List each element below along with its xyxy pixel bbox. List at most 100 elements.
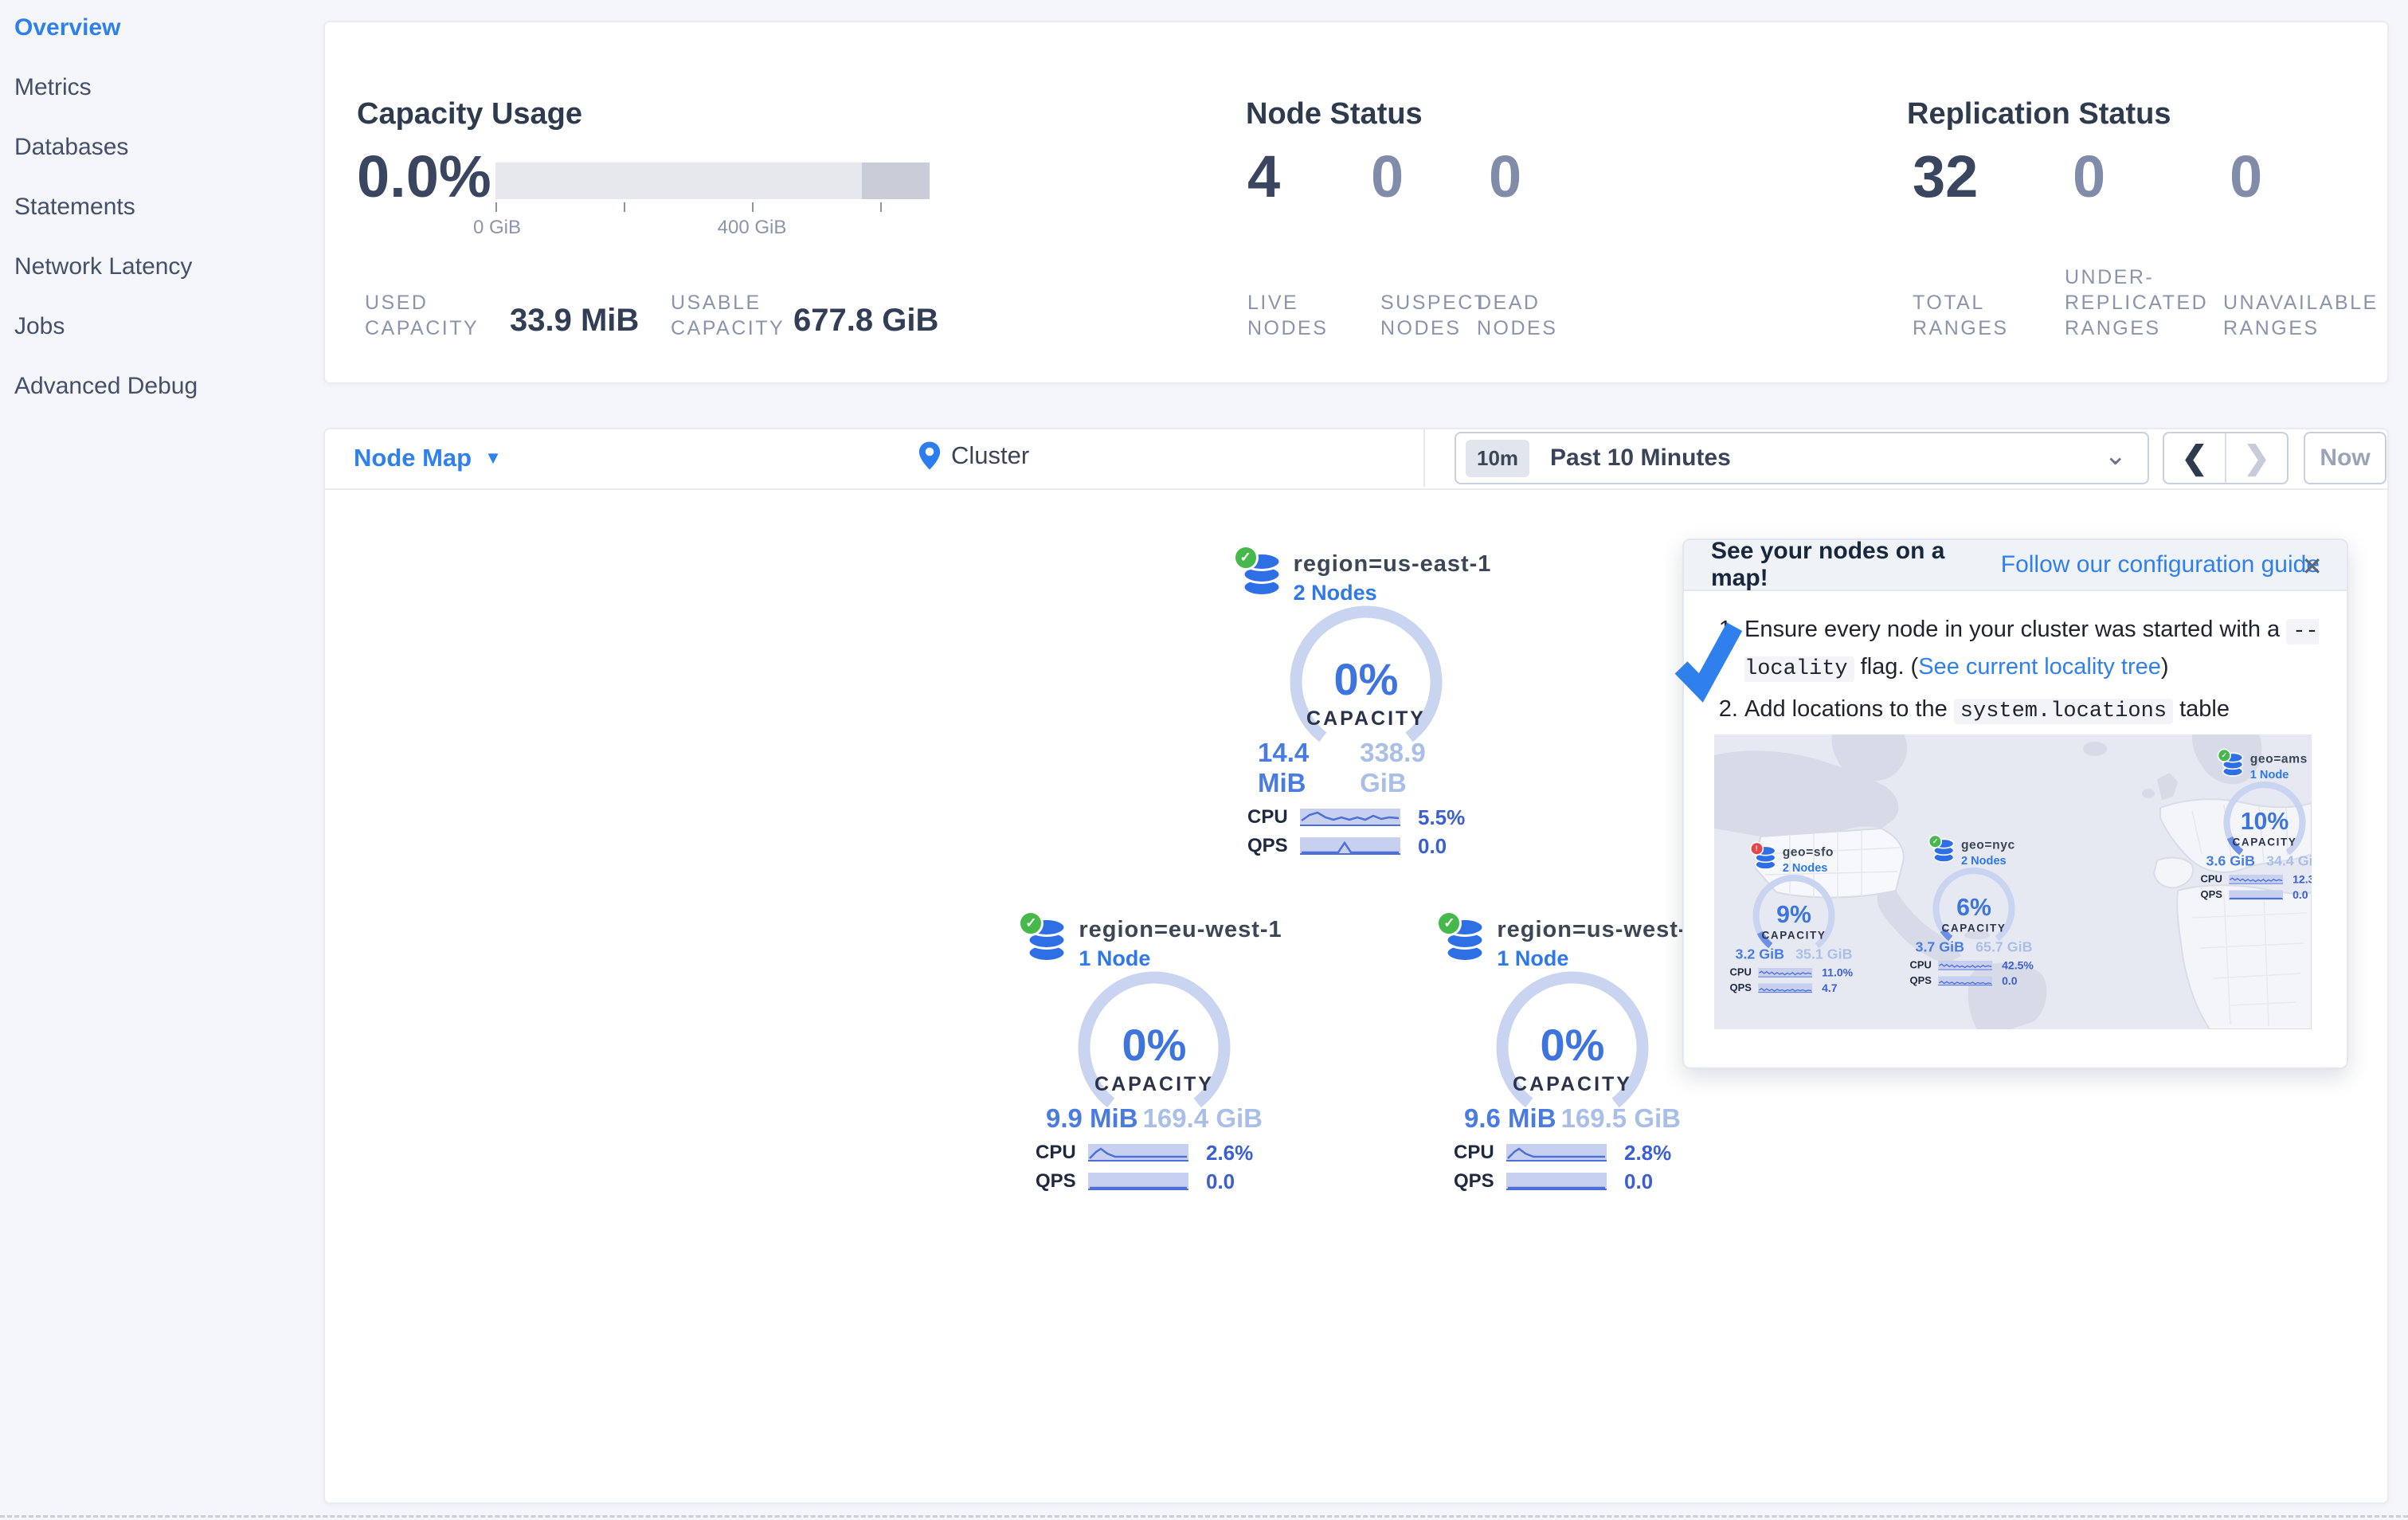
capacity-gauge-block: 9% CAPACITY [1729,874,1858,958]
under-replicated-count: 0 [2073,143,2106,210]
locality-tree-link[interactable]: See current locality tree [1918,654,2161,680]
capacity-tick-label: 400 GiB [717,217,787,238]
node-region-card-eu-west-1[interactable]: ✓ region=eu-west-1 1 Node 0% CAPACITY 9.9 MiB… [1018,911,1282,1193]
capacity-percent: 10% [2240,807,2289,835]
status-ok-icon: ✓ [1436,911,1462,936]
step-text: Add locations to the [1744,696,1954,722]
region-marker: ✓ region=us-west-1 1 Node [1436,911,1700,970]
cpu-metric-row: CPU 5.5% [1247,805,1486,829]
total-capacity-value: 65.7 GiB [1975,938,2033,955]
total-capacity-value: 34.4 GiB [2266,852,2312,869]
now-button[interactable]: Now [2304,432,2386,484]
cpu-label: CPU [1454,1142,1494,1163]
sidebar-item-databases[interactable]: Databases [14,134,129,160]
sidebar-item-overview[interactable]: Overview [14,14,121,41]
cpu-value: 12.3% [2292,872,2312,886]
capacity-gauge [1078,971,1231,1124]
capacity-label: CAPACITY [1513,1073,1632,1095]
sidebar-item-jobs[interactable]: Jobs [14,313,65,339]
used-capacity-value: 33.9 MiB [510,303,640,338]
sidebar-item-metrics[interactable]: Metrics [14,74,92,100]
region-nodes-link[interactable]: 1 Node [1497,946,1569,970]
capacity-percent: 0% [1540,1020,1605,1070]
breadcrumb[interactable]: Cluster [918,441,1029,471]
sparkline-chart [1506,1144,1607,1162]
sparkline-chart [1758,967,1813,977]
time-range-selector[interactable]: 10m Past 10 Minutes ⌄ [1455,432,2149,484]
capacity-usage-title: Capacity Usage [357,96,583,131]
database-icon [1445,918,1485,962]
capacity-gauge-block: 0% CAPACITY [1453,971,1692,1124]
cpu-label: CPU [1909,959,1932,971]
node-region-card-nyc: ✓ geo=nyc 2 Nodes 6% CAPACITY 3.7 GiB 65.7 GiB… [1909,834,2038,988]
qps-label: QPS [1909,974,1932,987]
time-step-buttons: ❮ ❯ [2163,432,2289,484]
unavailable-count: 0 [2230,143,2263,210]
total-capacity-value: 35.1 GiB [1795,946,1853,962]
configuration-guide-link[interactable]: Follow our configuration guide [2000,551,2320,578]
popup-title: See your nodes on a map! [1711,538,1945,591]
qps-value: 0.0 [2002,974,2018,988]
time-step-forward-button[interactable]: ❯ [2243,441,2270,476]
view-selector-dropdown[interactable]: Node Map ▼ [354,444,502,472]
region-nodes-link[interactable]: 2 Nodes [1293,581,1377,605]
region-nodes-link[interactable]: 1 Node [1079,946,1151,970]
cpu-label: CPU [1729,966,1752,978]
qps-value: 0.0 [1418,833,1447,858]
capacity-gauge [2223,781,2306,864]
sparkline-chart [1088,1173,1188,1190]
sidebar-item-network-latency[interactable]: Network Latency [14,253,193,280]
region-marker-icon: ✓ [1018,911,1067,963]
cpu-label: CPU [1036,1142,1076,1163]
used-capacity-value: 3.2 GiB [1735,946,1784,962]
capacity-percent: 0% [1122,1020,1187,1070]
time-step-back-button[interactable]: ❮ [2164,433,2226,483]
cpu-metric-row: CPU 42.5% [1909,958,2038,972]
cpu-value: 5.5% [1418,805,1466,829]
step-text: ) [2160,654,2169,680]
region-name: geo=nyc [1960,838,2015,852]
node-map-toolbar: Node Map ▼ Cluster 10m Past 10 Minutes ⌄ … [325,429,2387,490]
used-capacity-value: 9.6 MiB [1464,1103,1556,1133]
capacity-label: CAPACITY [1941,922,2007,934]
time-range-label: Past 10 Minutes [1550,445,1731,471]
total-ranges-count: 32 [1913,143,1979,210]
capacity-percent: 6% [1956,893,1991,921]
dead-nodes-count: 0 [1489,143,1522,210]
capacity-tick [624,202,625,212]
cpu-value: 2.8% [1624,1140,1672,1165]
capacity-tick-label: 0 GiB [472,217,522,238]
region-name: geo=sfo [1782,845,1834,860]
region-marker-icon: ! [1749,841,1776,870]
capacity-percent: 9% [1776,900,1811,928]
status-warning-icon: ! [1749,841,1764,856]
cpu-value: 42.5% [2002,958,2034,972]
node-region-card-sfo: ! geo=sfo 2 Nodes 9% CAPACITY 3.2 GiB 35.1 GiB… [1729,841,1858,994]
sidebar-item-advanced-debug[interactable]: Advanced Debug [14,373,198,399]
usable-capacity-label: USABLE CAPACITY [671,292,785,339]
qps-value: 0.0 [1624,1169,1654,1193]
usable-capacity-value: 677.8 GiB [793,303,939,338]
region-nodes-link: 2 Nodes [1782,860,1828,875]
cpu-label: CPU [2200,873,2222,885]
total-ranges-label: TOTAL RANGES [1913,292,2009,339]
sidebar: Overview Metrics Databases Statements Networ… [0,0,323,1520]
capacity-usage-percent: 0.0% [357,143,491,210]
popup-header: See your nodes on a map! Follow our conf… [1684,538,2347,591]
close-icon[interactable]: ✕ [2301,552,2323,581]
region-marker-icon: ✓ [2217,748,2244,777]
node-region-card-us-west-1[interactable]: ✓ region=us-west-1 1 Node 0% CAPACITY 9.6 MiB… [1436,911,1700,1193]
capacity-gauge-block: 0% CAPACITY [1035,971,1274,1124]
nodes-on-map-popup: See your nodes on a map! Follow our conf… [1674,538,2348,1069]
live-nodes-count: 4 [1247,143,1281,210]
capacity-gauge [1752,874,1835,958]
status-ok-icon: ✓ [1928,834,1943,848]
chevron-down-icon: ▼ [484,448,502,468]
capacity-label: CAPACITY [1761,929,1827,942]
node-region-card-us-east-1[interactable]: ✓ region=us-east-1 2 Nodes 0% CAPACITY 14.4 M… [1232,545,1490,858]
sidebar-item-statements[interactable]: Statements [14,194,135,220]
capacity-tick [880,202,882,212]
view-selector-label: Node Map [354,444,472,472]
